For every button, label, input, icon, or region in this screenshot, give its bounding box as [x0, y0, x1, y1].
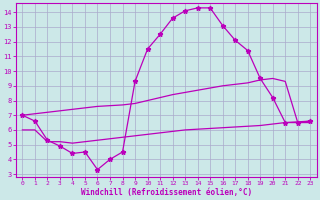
X-axis label: Windchill (Refroidissement éolien,°C): Windchill (Refroidissement éolien,°C) — [81, 188, 252, 197]
